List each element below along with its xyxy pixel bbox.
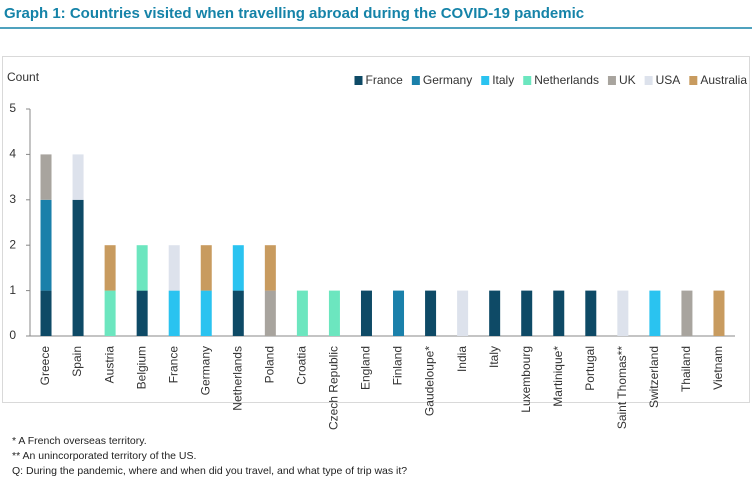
x-tick-label: Greece xyxy=(38,346,52,386)
y-tick-label: 1 xyxy=(9,283,16,297)
bar-segment xyxy=(553,290,565,336)
x-tick-label: Gaudeloupe* xyxy=(423,346,437,416)
bar-segment xyxy=(136,245,148,291)
bar-segment xyxy=(232,290,244,336)
y-tick-label: 3 xyxy=(9,192,16,206)
x-tick-label: Netherlands xyxy=(230,346,244,411)
x-tick-label: France xyxy=(166,346,180,384)
legend-swatch xyxy=(607,76,616,85)
bar-segment xyxy=(72,154,84,200)
x-tick-label: Poland xyxy=(263,346,277,383)
bar-segment xyxy=(360,290,372,336)
x-tick-label: Luxembourg xyxy=(519,346,533,413)
x-tick-label: Switzerland xyxy=(647,346,661,408)
bar-segment xyxy=(104,245,116,291)
legend-label: Australia xyxy=(700,73,747,87)
x-tick-label: Czech Republic xyxy=(327,346,341,430)
bar-segment xyxy=(457,290,469,336)
x-tick-label: Belgium xyxy=(134,346,148,389)
x-tick-label: Portugal xyxy=(583,346,597,391)
x-tick-label: Thailand xyxy=(679,346,693,392)
bar-segment xyxy=(425,290,437,336)
bar-segment xyxy=(521,290,533,336)
y-tick-label: 2 xyxy=(9,237,16,251)
bar-segment xyxy=(200,245,212,291)
chart-frame xyxy=(2,56,750,403)
bar-segment xyxy=(200,290,212,336)
bar-segment xyxy=(681,290,693,336)
x-tick-label: Finland xyxy=(391,346,405,385)
bar-segment xyxy=(40,154,52,200)
bar-segment xyxy=(649,290,661,336)
x-tick-label: England xyxy=(359,346,373,390)
bar-segment xyxy=(328,290,340,336)
bar-segment xyxy=(232,245,244,291)
y-tick-label: 4 xyxy=(9,147,16,161)
bar-segment xyxy=(72,199,84,336)
x-tick-label: Spain xyxy=(70,346,84,377)
y-axis-label: Count xyxy=(7,70,40,84)
chart-title: Graph 1: Countries visited when travelli… xyxy=(4,5,584,22)
x-tick-label: Martinique* xyxy=(551,346,565,407)
bar-segment xyxy=(40,199,52,291)
legend-swatch xyxy=(644,76,653,85)
bar-segment xyxy=(136,290,148,336)
bar-segment xyxy=(713,290,725,336)
legend-swatch xyxy=(523,76,532,85)
legend-swatch xyxy=(689,76,698,85)
bar-segment xyxy=(296,290,308,336)
legend-swatch xyxy=(411,76,420,85)
bar-segment xyxy=(264,290,276,336)
legend-label: UK xyxy=(619,73,636,87)
x-tick-label: Vietnam xyxy=(711,346,725,390)
bar-segment xyxy=(617,290,629,336)
x-tick-label: Croatia xyxy=(295,346,309,385)
legend-label: USA xyxy=(656,73,681,87)
legend-swatch xyxy=(354,76,363,85)
x-tick-label: Italy xyxy=(487,346,501,368)
legend-label: France xyxy=(366,73,404,87)
y-tick-label: 0 xyxy=(9,328,16,342)
bar-segment xyxy=(489,290,501,336)
legend-label: Italy xyxy=(492,73,514,87)
x-tick-label: India xyxy=(455,346,469,372)
x-tick-label: Germany xyxy=(198,346,212,395)
legend-label: Germany xyxy=(423,73,472,87)
bar-segment xyxy=(104,290,116,336)
footnote: Q: During the pandemic, where and when d… xyxy=(12,465,407,477)
footnote: ** An unincorporated territory of the US… xyxy=(12,450,196,462)
x-tick-label: Austria xyxy=(102,346,116,384)
bar-segment xyxy=(168,290,180,336)
footnote: * A French overseas territory. xyxy=(12,435,147,447)
bar-segment xyxy=(393,290,405,336)
bar-segment xyxy=(40,290,52,336)
bar-segment xyxy=(168,245,180,291)
legend-swatch xyxy=(481,76,490,85)
bar-segment xyxy=(264,245,276,291)
x-tick-label: Saint Thomas** xyxy=(615,346,629,429)
legend-label: Netherlands xyxy=(534,73,599,87)
y-tick-label: 5 xyxy=(9,101,16,115)
bar-segment xyxy=(585,290,597,336)
